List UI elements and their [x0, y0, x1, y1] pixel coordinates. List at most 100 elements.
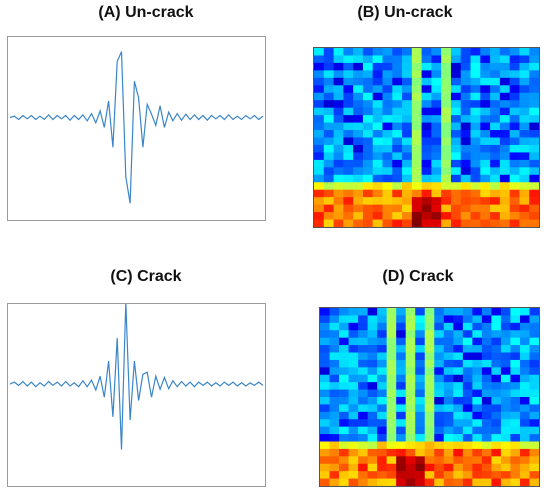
heatmap-b-cell [460, 152, 472, 161]
heatmap-b-cell [382, 182, 393, 191]
heatmap-b-cell [431, 167, 442, 176]
heatmap-b-cell [382, 85, 393, 94]
heatmap-d-cell [462, 419, 473, 428]
heatmap-d-cell [472, 315, 483, 324]
waveform-c-frame [7, 303, 266, 487]
heatmap-d-cell [377, 345, 388, 354]
heatmap-b-cell [353, 212, 364, 221]
heatmap-b-cell [411, 174, 423, 183]
heatmap-b-cell [353, 62, 364, 71]
heatmap-b-cell [460, 167, 472, 176]
heatmap-b-cell [372, 85, 384, 94]
heatmap-d-cell [320, 426, 331, 435]
heatmap-b-cell [372, 197, 384, 206]
heatmap-b-cell [431, 107, 442, 116]
heatmap-d-cell [405, 456, 416, 465]
heatmap-d-cell [396, 397, 407, 406]
heatmap-d-cell [415, 315, 426, 324]
heatmap-d-cell [348, 367, 359, 376]
heatmap-b-cell [441, 70, 452, 79]
heatmap-b-cell [333, 70, 344, 79]
heatmap-d-cell [529, 382, 539, 391]
heatmap-b-cell [362, 219, 374, 227]
heatmap-d-cell [491, 374, 502, 383]
heatmap-d-cell [367, 441, 378, 450]
heatmap-b-cell [480, 48, 491, 57]
heatmap-b-cell [402, 182, 413, 191]
heatmap-b-cell [529, 130, 539, 139]
heatmap-d-cell [424, 411, 435, 420]
heatmap-b-cell [402, 48, 413, 57]
heatmap-d-cell [329, 374, 340, 383]
heatmap-d-cell [491, 456, 502, 465]
heatmap-d-cell [320, 322, 331, 331]
heatmap-d-cell [320, 352, 331, 361]
heatmap-d-cell [424, 359, 435, 368]
heatmap-d-cell [377, 434, 388, 443]
heatmap-d-cell [424, 456, 435, 465]
heatmap-d-cell [510, 382, 521, 391]
heatmap-d-cell [481, 471, 492, 480]
heatmap-b-cell [460, 219, 472, 227]
heatmap-d-cell [339, 404, 350, 413]
heatmap-d-cell [348, 308, 359, 317]
heatmap-b-cell [372, 174, 384, 183]
heatmap-d-cell [348, 322, 359, 331]
heatmap-d-cell [529, 397, 539, 406]
heatmap-b-cell [323, 48, 335, 57]
heatmap-d-cell [348, 359, 359, 368]
heatmap-b-cell [431, 100, 442, 109]
heatmap-d-cell [367, 456, 378, 465]
heatmap-d-cell [434, 352, 445, 361]
heatmap-d-cell [377, 411, 388, 420]
heatmap-d-cell [386, 397, 397, 406]
heatmap-b-cell [519, 197, 530, 206]
heatmap-b-cell [362, 122, 374, 131]
heatmap-d-cell [519, 448, 531, 457]
heatmap-b-cell [460, 100, 472, 109]
heatmap-d-cell [510, 426, 521, 435]
heatmap-b-cell [470, 62, 481, 71]
heatmap-d-cell [320, 419, 331, 428]
heatmap-b-cell [343, 100, 354, 109]
heatmap-d-cell [434, 397, 445, 406]
heatmap-b-cell [343, 159, 354, 168]
heatmap-b-cell [441, 55, 452, 64]
heatmap-b-cell [499, 212, 511, 221]
heatmap-d-cell [424, 389, 435, 398]
heatmap-b-cell [480, 137, 491, 146]
heatmap-b-cell [353, 159, 364, 168]
heatmap-d-cell [386, 315, 397, 324]
heatmap-b-cell [353, 107, 364, 116]
heatmap-d-cell [434, 471, 445, 480]
heatmap-d-cell [519, 367, 531, 376]
heatmap-b-cell [411, 100, 423, 109]
heatmap-d-cell [434, 463, 445, 472]
heatmap-d-cell [377, 463, 388, 472]
heatmap-d-cell [472, 434, 483, 443]
heatmap-b-cell [333, 122, 344, 131]
heatmap-b-cell [460, 62, 472, 71]
heatmap-d-cell [472, 456, 483, 465]
heatmap-d-cell [386, 404, 397, 413]
heatmap-d-cell [453, 411, 464, 420]
heatmap-d-cell [434, 330, 445, 339]
heatmap-d-cell [453, 352, 464, 361]
heatmap-b-cell [490, 204, 501, 213]
heatmap-b-cell [333, 130, 344, 139]
heatmap-d-cell [491, 471, 502, 480]
heatmap-b-cell [441, 62, 452, 71]
heatmap-b-cell [421, 62, 432, 71]
heatmap-b-cell [392, 182, 403, 191]
heatmap-b-cell [402, 77, 413, 86]
heatmap-d-cell [396, 374, 407, 383]
heatmap-d-cell [453, 471, 464, 480]
heatmap-b-cell [411, 55, 423, 64]
heatmap-d-cell [453, 315, 464, 324]
heatmap-d-cell [472, 374, 483, 383]
heatmap-b-cell [519, 107, 530, 116]
heatmap-b-cell [333, 197, 344, 206]
heatmap-b-cell [323, 182, 335, 191]
heatmap-b-cell [519, 62, 530, 71]
heatmap-d-cell [367, 330, 378, 339]
